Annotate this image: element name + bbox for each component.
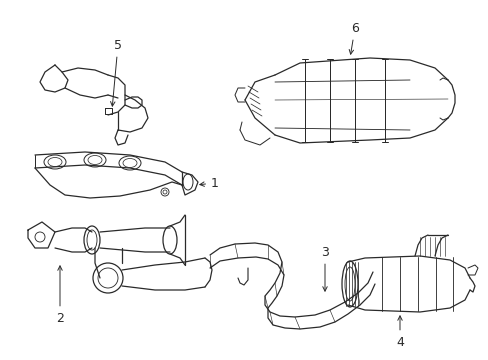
- Text: 6: 6: [348, 22, 358, 54]
- Text: 2: 2: [56, 266, 64, 324]
- Text: 4: 4: [395, 316, 403, 348]
- Text: 5: 5: [110, 39, 122, 106]
- Text: 1: 1: [200, 176, 219, 189]
- Text: 3: 3: [321, 246, 328, 291]
